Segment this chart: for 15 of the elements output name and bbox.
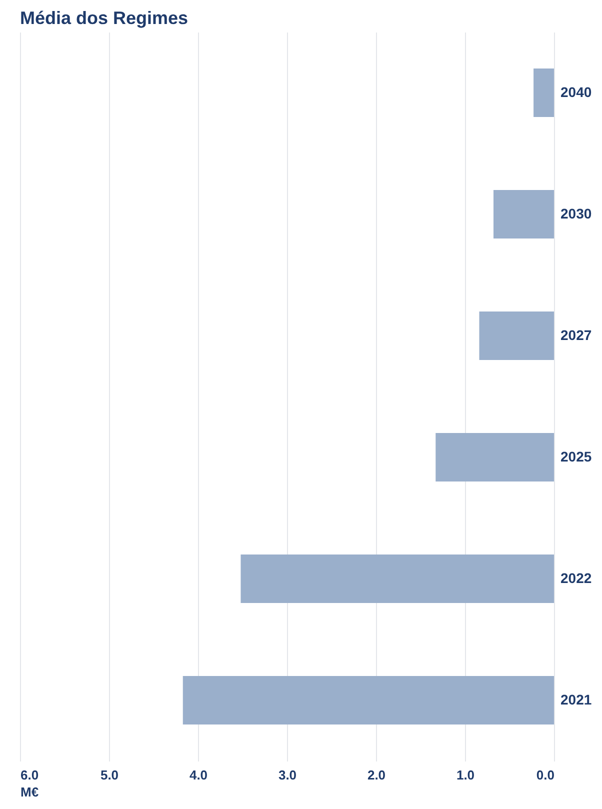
y-tick-label: 2022: [560, 570, 592, 586]
x-tick-label: 6.0: [20, 768, 39, 782]
y-tick-label: 2030: [560, 205, 592, 222]
x-tick-label: 4.0: [189, 768, 208, 782]
y-tick-label: 2027: [560, 326, 592, 343]
x-tick-label: 3.0: [278, 768, 297, 782]
x-tick-label: 0.0: [536, 768, 554, 782]
x-tick-label: 1.0: [456, 768, 475, 782]
x-tick-label: 5.0: [100, 768, 119, 782]
x-tick-label: 2.0: [367, 768, 386, 782]
x-axis-title: M€: [20, 784, 39, 800]
y-tick-label: 2040: [560, 84, 592, 100]
y-tick-label: 2025: [560, 448, 592, 464]
y-tick-label: 2021: [560, 691, 592, 708]
chart-title: Média dos Regimes: [20, 8, 188, 28]
